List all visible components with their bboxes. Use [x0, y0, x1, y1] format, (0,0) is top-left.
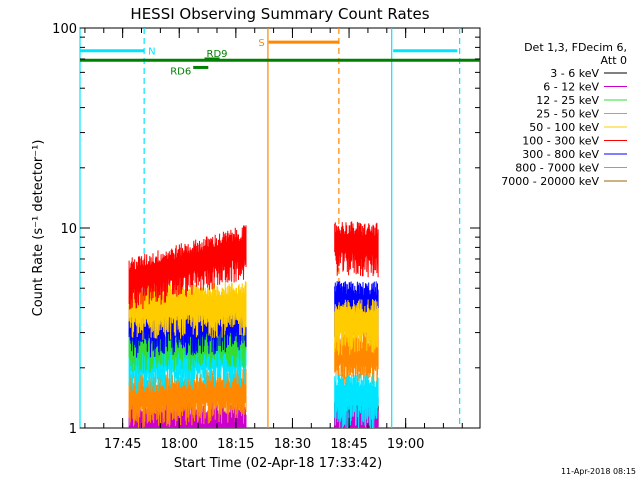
legend-label: 50 - 100 keV: [529, 121, 599, 134]
legend-header-line-1: Det 1,3, FDecim 6,: [524, 41, 627, 54]
y-axis-title: Count Rate (s⁻¹ detector⁻¹): [31, 140, 46, 317]
timestamp: 11-Apr-2018 08:15: [561, 467, 636, 476]
x-tick-label: 18:15: [217, 437, 254, 452]
legend-label: 7000 - 20000 keV: [501, 175, 599, 188]
series-trace-800-7000-kev: [128, 368, 247, 428]
legend-label: 300 - 800 keV: [522, 148, 599, 161]
series-trace-50-100-kev: [128, 281, 247, 340]
attenuator-bar-label: S: [258, 38, 264, 49]
y-tick-label: 10: [60, 222, 77, 237]
legend-header-line-2: Att 0: [601, 54, 627, 67]
x-tick-label: 19:00: [387, 437, 424, 452]
series-trace-25-50-kev: [334, 373, 379, 429]
x-tick-label: 18:00: [161, 437, 198, 452]
x-tick-label: 18:30: [274, 437, 311, 452]
legend-label: 100 - 300 keV: [522, 135, 599, 148]
chart-title: HESSI Observing Summary Count Rates: [130, 5, 429, 23]
data-layer: [128, 221, 379, 429]
y-tick-label: 100: [52, 22, 77, 37]
y-tick-label: 1: [69, 422, 77, 437]
legend-label: 800 - 7000 keV: [515, 162, 599, 175]
series-trace-50-100-kev: [334, 299, 379, 356]
legend-label: 12 - 25 keV: [536, 94, 599, 107]
series-trace-100-300-kev: [128, 225, 247, 310]
attenuator-bar-label: RD6: [170, 66, 191, 77]
legend-label: 3 - 6 keV: [550, 67, 599, 80]
attenuator-bars: N S RD6 RD9: [80, 38, 480, 77]
plot-area: N S RD6 RD9 1 10 100 17:45 18:00 18:15 18:30 18:45…: [52, 22, 481, 452]
axis-ticks: 1 10 100 17:45 18:00 18:15 18:30 18:45 19:00: [52, 22, 480, 452]
attenuator-bar-label: RD9: [207, 49, 228, 60]
x-axis-title: Start Time (02-Apr-18 17:33:42): [174, 456, 382, 471]
series-trace-800-7000-kev: [334, 330, 379, 387]
x-tick-label: 17:45: [104, 437, 141, 452]
x-tick-label: 18:45: [330, 437, 367, 452]
attenuator-bar-label: N: [148, 47, 155, 58]
series-trace-100-300-kev: [334, 221, 379, 278]
legend-label: 6 - 12 keV: [543, 81, 599, 94]
legend-label: 25 - 50 keV: [536, 108, 599, 121]
